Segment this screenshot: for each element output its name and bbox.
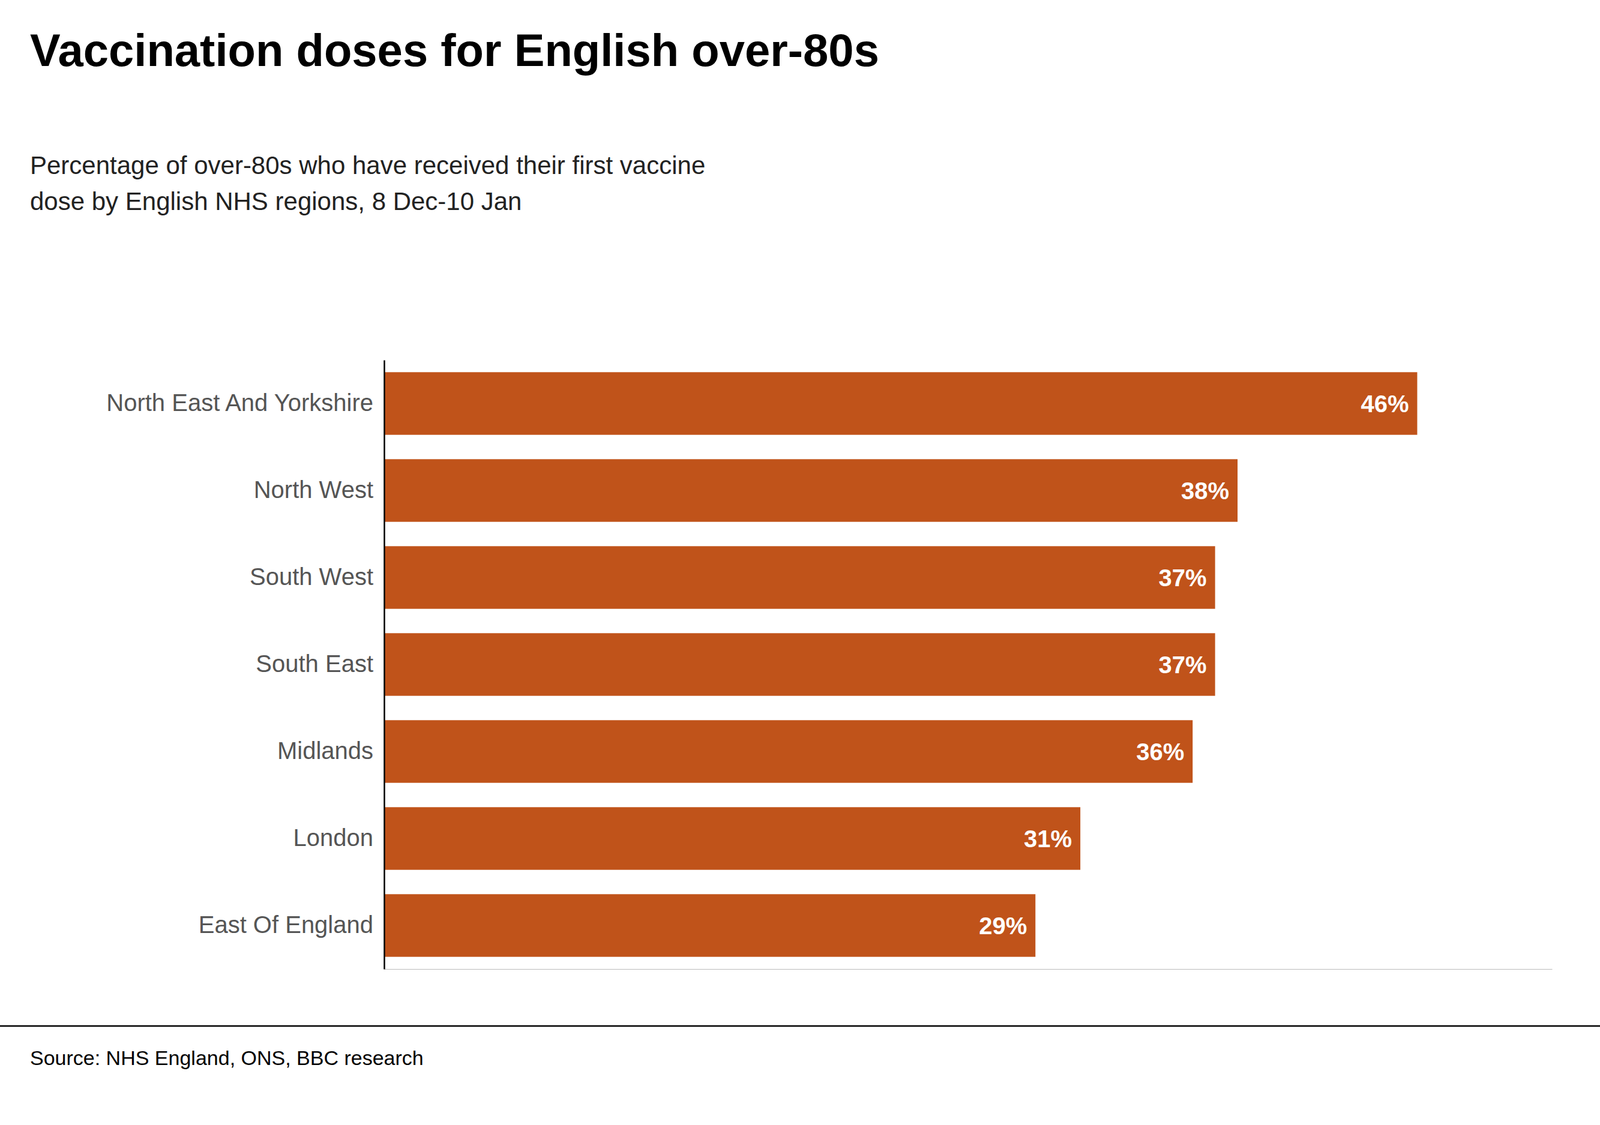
y-tick: London xyxy=(293,824,385,852)
data-label: 29% xyxy=(978,912,1027,940)
background xyxy=(0,0,1600,1125)
data-label: 37% xyxy=(1158,651,1207,679)
title: Vaccination doses for English over-80s xyxy=(30,24,880,76)
data-label: 38% xyxy=(1181,477,1230,505)
subtitle-line: Percentage of over-80s who have received… xyxy=(30,151,706,180)
bar xyxy=(384,372,1417,435)
y-tick-label: London xyxy=(293,824,374,852)
plot-area: 46% 38% 37% 37% 36% 31% 29% North East And York… xyxy=(106,360,1552,970)
data-label: 37% xyxy=(1158,564,1207,592)
separator xyxy=(0,1025,1600,1028)
y-tick-label: South West xyxy=(249,563,374,590)
bar xyxy=(384,807,1081,870)
y-tick: East Of England xyxy=(198,911,385,939)
subtitle: Percentage of over-80s who have received… xyxy=(30,151,706,216)
y-tick-label: North East And Yorkshire xyxy=(106,389,374,416)
y-tick: Midlands xyxy=(277,737,385,764)
x-axis-line xyxy=(384,969,1553,970)
source: Source: NHS England, ONS, BBC research xyxy=(30,1046,424,1070)
bar xyxy=(384,633,1216,696)
data-label: 36% xyxy=(1136,738,1185,766)
y-tick-label: Midlands xyxy=(277,737,374,764)
bar xyxy=(384,459,1238,522)
data-label: 46% xyxy=(1360,390,1409,418)
bar xyxy=(384,546,1216,609)
y-tick-label: East Of England xyxy=(198,911,374,939)
data-labels: 46% 38% 37% 37% 36% 31% 29% xyxy=(978,390,1409,940)
bars xyxy=(384,372,1417,957)
bar xyxy=(384,720,1193,783)
y-tick: North East And Yorkshire xyxy=(106,389,385,416)
subtitle-line: dose by English NHS regions, 8 Dec-10 Ja… xyxy=(30,187,522,216)
data-label: 31% xyxy=(1023,825,1072,853)
y-tick: South West xyxy=(249,563,385,590)
bar xyxy=(384,894,1036,957)
y-axis-line xyxy=(383,360,386,970)
y-tick: South East xyxy=(255,650,385,677)
chart-root: Vaccination doses for English over-80s Pe… xyxy=(0,0,1600,1125)
x-axis xyxy=(384,969,1553,970)
y-axis: North East And Yorkshire North West South … xyxy=(106,360,385,970)
y-tick-label: South East xyxy=(255,650,374,677)
y-tick-label: North West xyxy=(253,476,374,503)
y-tick: North West xyxy=(253,476,385,503)
